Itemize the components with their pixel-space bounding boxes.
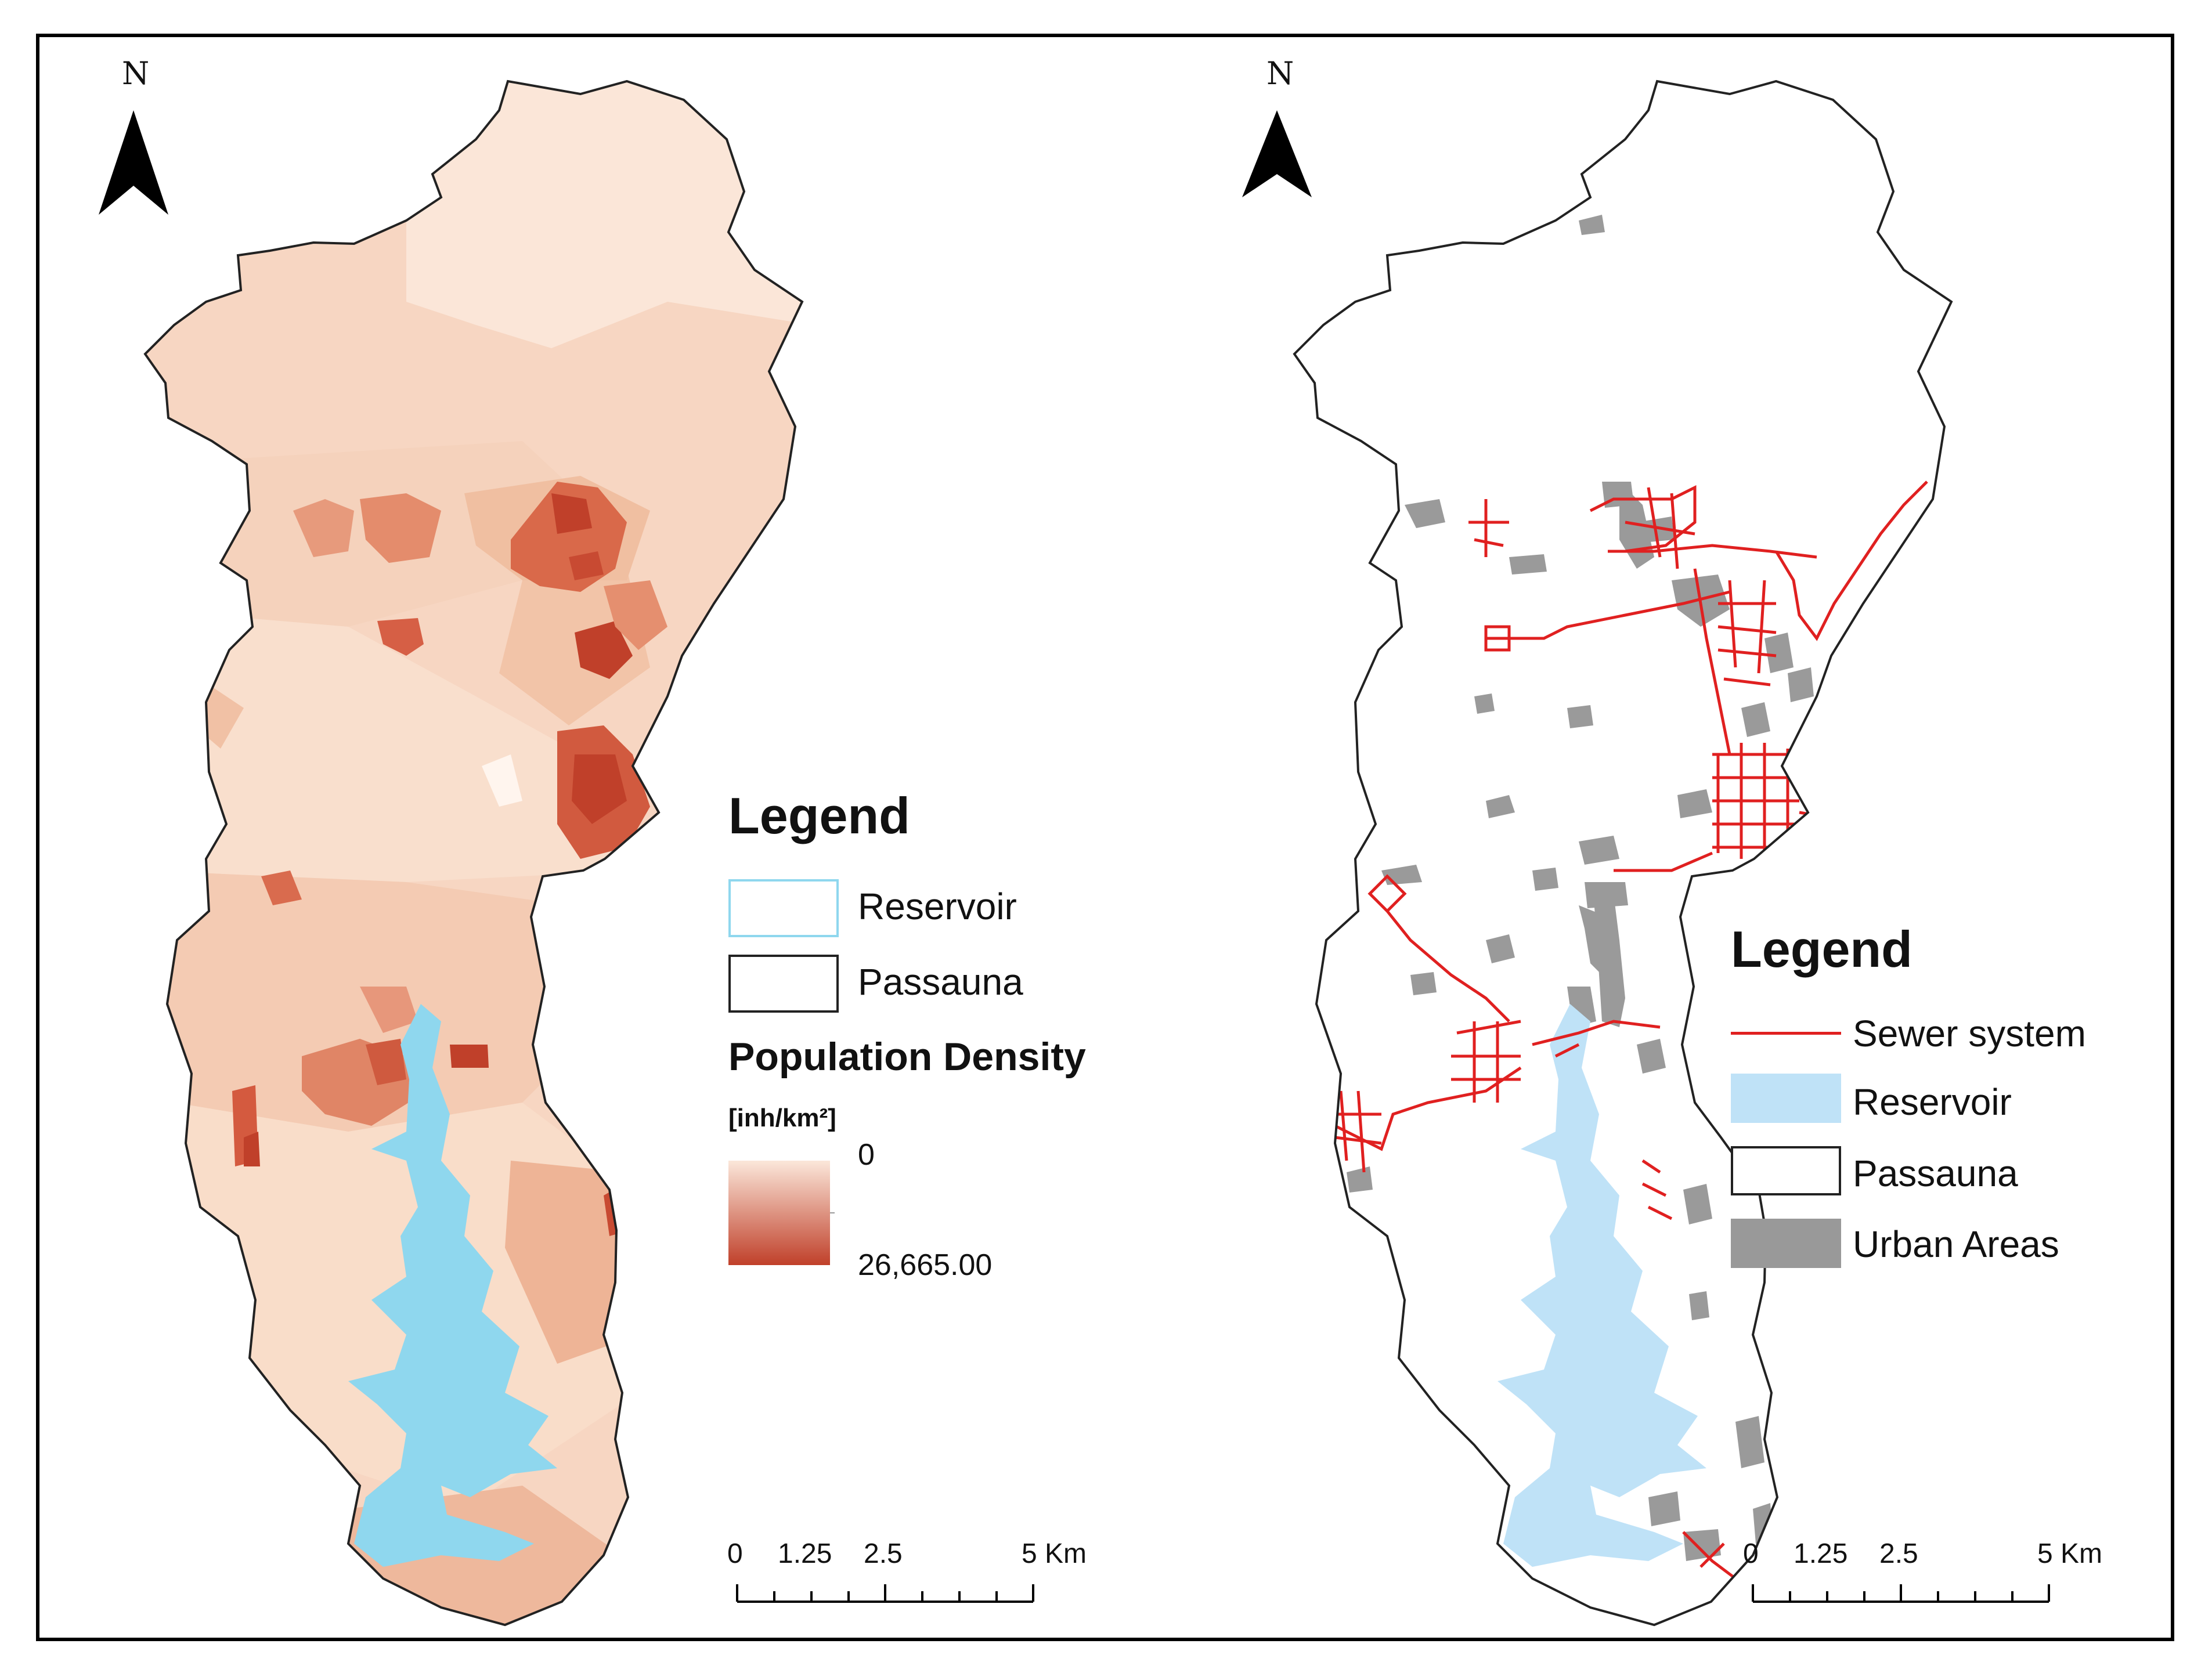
scale-label: 1.25 [778,1538,832,1569]
legend-item-sewer-system: Sewer system [1853,1013,2086,1054]
sewer-system-swatch [1731,1032,1841,1035]
scale-label: 1.25 [1794,1538,1848,1569]
scale-label: 2.5 [1879,1538,1918,1569]
scale-label: 0 [1743,1538,1759,1569]
legend-title: Legend [1731,920,1913,978]
passauna-swatch [728,955,839,1013]
density-unit: [inh/km²] [728,1104,836,1132]
passauna-boundary-left [143,80,804,1627]
population-density-title: Population Density [728,1035,1086,1079]
scale-label: 5 Km [2037,1538,2103,1569]
passauna-boundary-right [1293,80,1953,1627]
legend-item-urban-areas: Urban Areas [1853,1223,2059,1265]
density-color-ramp [728,1161,830,1265]
population-density-map [143,80,804,1627]
scale-bar-left [736,1584,1034,1603]
sewer-system-map [1293,80,1953,1627]
density-min: 0 [858,1138,875,1172]
north-label: N [122,55,150,92]
legend-item-passauna: Passauna [1853,1153,2018,1194]
north-label: N [1266,55,1294,92]
scale-label: 5 Km [1022,1538,1087,1569]
passauna-swatch [1731,1146,1841,1195]
legend-item-reservoir: Reservoir [1853,1081,2012,1123]
legend-item-reservoir: Reservoir [858,886,1017,927]
scale-bar-right [1752,1584,2050,1603]
scale-label: 0 [727,1538,743,1569]
reservoir-swatch [728,879,839,937]
reservoir-swatch [1731,1074,1841,1123]
urban-areas-swatch [1731,1219,1841,1268]
north-arrow-icon [1242,110,1312,197]
scale-label: 2.5 [864,1538,903,1569]
north-arrow-icon [99,110,168,215]
legend-title: Legend [728,787,910,844]
legend-item-passauna: Passauna [858,961,1023,1003]
density-max: 26,665.00 [858,1248,993,1282]
